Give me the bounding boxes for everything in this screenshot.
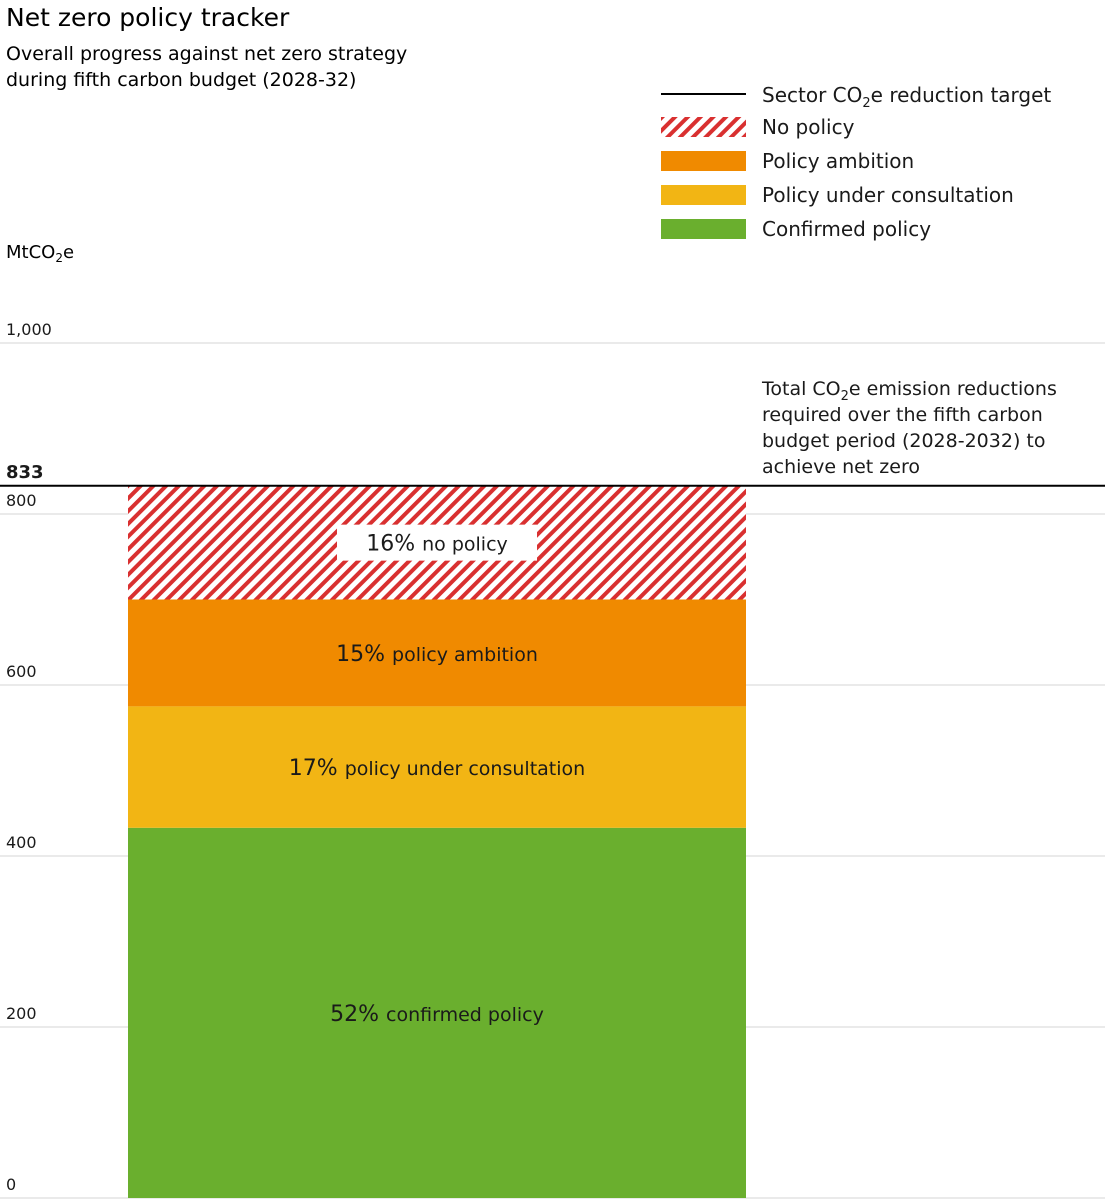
y-axis-unit: MtCO2e (6, 242, 74, 265)
bar-segment-ambition (128, 599, 746, 707)
y-tick-label: 1,000 (6, 320, 52, 339)
legend-label-target-tail: e reduction target (871, 83, 1052, 107)
segment-label-pct: 15% (336, 642, 385, 667)
bar-segment-consultation (128, 706, 746, 828)
annotation-line: required over the fifth carbon (762, 404, 1043, 426)
legend-label-consultation: Policy under consultation (762, 183, 1014, 207)
annotation-line-main: achieve net zero (762, 456, 920, 478)
segment-labels: 52% confirmed policy 17% policy under consu… (289, 524, 585, 1027)
legend: Sector CO2e reduction target No policy Po… (661, 83, 1051, 241)
segment-label-text: policy ambition (392, 644, 538, 666)
segment-label-nopolicy: 16% no policy (366, 532, 508, 557)
segment-label-pct: 16% (366, 532, 415, 557)
segment-label-ambition: 15% policy ambition (336, 642, 538, 667)
segment-label-text: confirmed policy (386, 1004, 544, 1026)
annotation-line: budget period (2028-2032) to (762, 430, 1045, 452)
y-axis-unit-tail: e (63, 242, 74, 263)
bar-segment-confirmed (128, 827, 746, 1198)
y-axis-unit-sub: 2 (55, 251, 63, 265)
legend-label-nopolicy: No policy (762, 115, 855, 139)
legend-swatch-nopolicy (661, 117, 746, 137)
legend-label-confirmed: Confirmed policy (762, 217, 931, 241)
annotation-line-main: budget period (2028-2032) to (762, 430, 1045, 452)
y-tick-label: 800 (6, 491, 37, 510)
chart-title: Net zero policy tracker (6, 3, 290, 32)
segment-label-pct: 52% (330, 1002, 379, 1027)
chart-subtitle-line-1: Overall progress against net zero strate… (6, 43, 407, 65)
annotation-line-main: Total CO (761, 378, 841, 400)
segment-label-confirmed: 52% confirmed policy (330, 1002, 544, 1027)
y-tick-label: 600 (6, 662, 37, 681)
segment-label-text: policy under consultation (345, 758, 585, 780)
legend-swatch-confirmed (661, 219, 746, 239)
segment-label-text: no policy (422, 534, 508, 556)
segment-label-background (337, 524, 537, 561)
annotation-line: achieve net zero (762, 456, 920, 478)
segment-label-consultation: 17% policy under consultation (289, 756, 585, 781)
y-tick-label: 0 (6, 1175, 16, 1194)
chart-subtitle-line-2: during fifth carbon budget (2028-32) (6, 69, 356, 91)
y-tick-label: 400 (6, 833, 37, 852)
y-axis-unit-main: MtCO (6, 242, 55, 263)
target-value-label: 833 (6, 462, 44, 483)
legend-swatch-consultation (661, 185, 746, 205)
annotation-line-tail: e emission reductions (849, 378, 1057, 400)
legend-label-target-main: Sector CO (762, 83, 862, 107)
annotation-line-main: required over the fifth carbon (762, 404, 1043, 426)
legend-label-target-sub: 2 (862, 96, 870, 111)
y-tick-label: 200 (6, 1004, 37, 1023)
legend-swatch-ambition (661, 151, 746, 171)
segment-label-pct: 17% (289, 756, 338, 781)
stacked-bar (128, 485, 746, 1198)
annotation-line-sub: 2 (841, 389, 849, 404)
annotation-line: Total CO2e emission reductions (761, 378, 1057, 404)
legend-label-target: Sector CO2e reduction target (762, 83, 1051, 111)
legend-label-ambition: Policy ambition (762, 149, 914, 173)
